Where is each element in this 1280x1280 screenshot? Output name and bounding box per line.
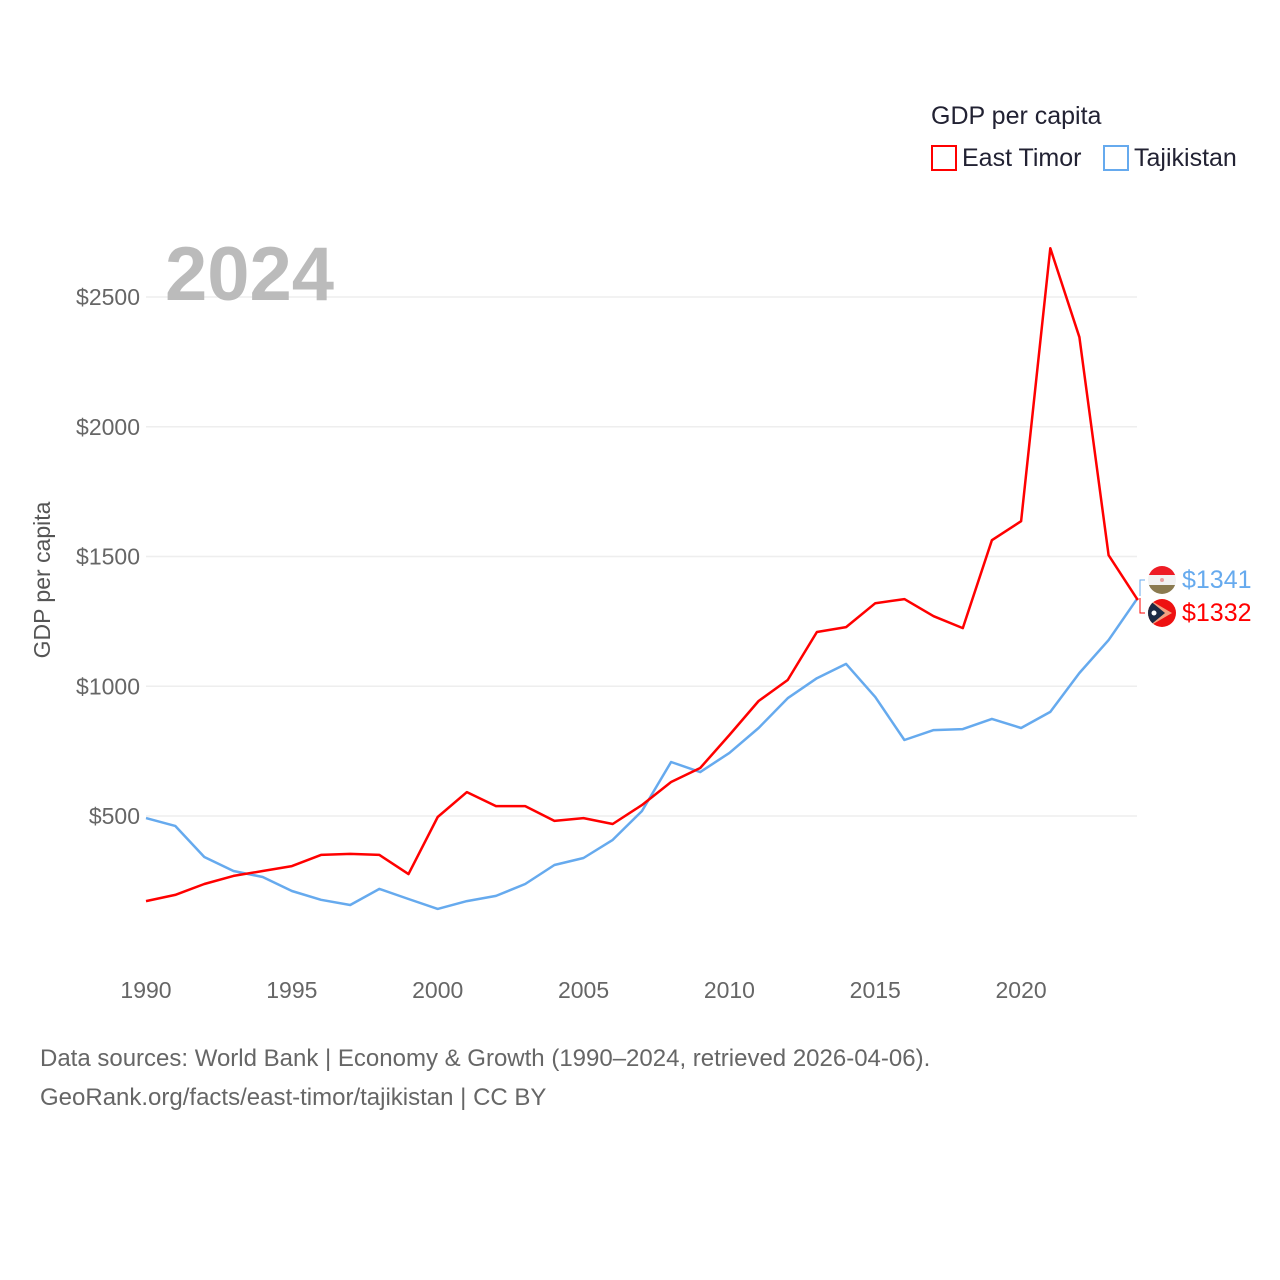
end-label-east-timor: $1332	[1182, 599, 1252, 627]
x-tick-label: 2010	[704, 977, 755, 1003]
end-label-tajikistan: $1341	[1182, 566, 1252, 594]
x-tick-label: 2015	[850, 977, 901, 1003]
y-tick-label: $1500	[76, 544, 140, 570]
x-tick-label: 2020	[996, 977, 1047, 1003]
y-tick-label: $1000	[76, 673, 140, 699]
y-axis-label: GDP per capita	[29, 501, 55, 658]
legend-label-tajikistan: Tajikistan	[1134, 144, 1237, 172]
series-line-east-timor	[145, 246, 1139, 903]
legend-label-east-timor: East Timor	[962, 144, 1081, 172]
x-tick-label: 2005	[558, 977, 609, 1003]
legend-swatch-tajikistan	[1103, 145, 1129, 171]
legend-title: GDP per capita	[931, 102, 1102, 130]
connector-east-timor	[1139, 598, 1145, 614]
connector-tajikistan	[1139, 579, 1145, 596]
y-tick-label: $500	[89, 803, 140, 829]
year-label: 2024	[165, 232, 334, 317]
footer-link[interactable]: GeoRank.org/facts/east-timor/tajikistan …	[40, 1084, 547, 1111]
y-tick-label: $2000	[76, 414, 140, 440]
x-tick-label: 1995	[266, 977, 317, 1003]
x-tick-label: 2000	[412, 977, 463, 1003]
flag-tajikistan-icon	[1148, 566, 1176, 594]
x-tick-label: 1990	[120, 977, 171, 1003]
series-line-tajikistan	[145, 597, 1139, 911]
y-tick-label: $2500	[76, 284, 140, 310]
legend-swatch-east-timor	[931, 145, 957, 171]
footer-sources: Data sources: World Bank | Economy & Gro…	[40, 1045, 931, 1072]
flag-east-timor-icon	[1148, 599, 1176, 627]
